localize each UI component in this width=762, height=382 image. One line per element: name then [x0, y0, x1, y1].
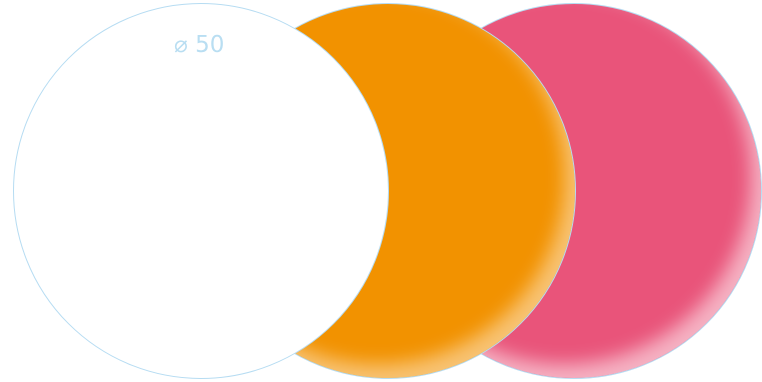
diameter-label: ⌀ 50	[174, 32, 225, 58]
clear-lens-disc	[13, 3, 389, 379]
